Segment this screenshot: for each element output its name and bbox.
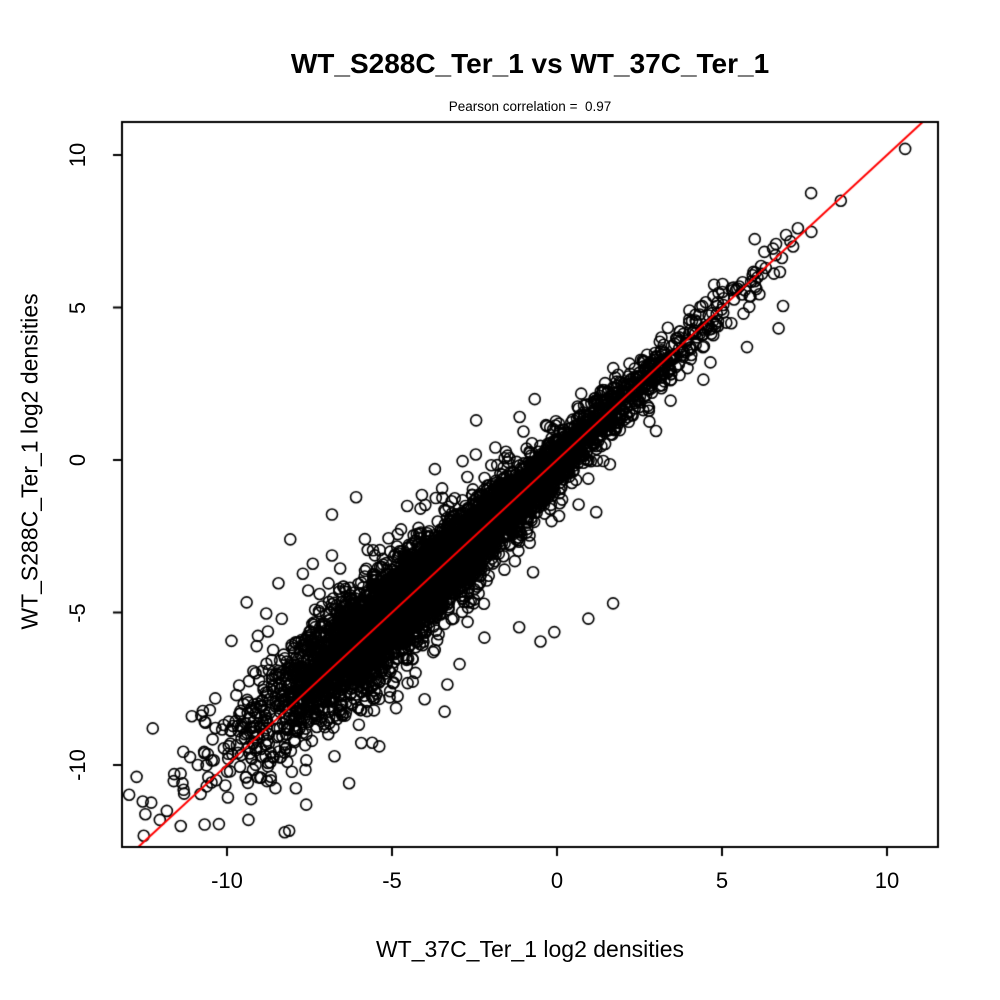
- x-axis-label: WT_37C_Ter_1 log2 densities: [375, 936, 685, 962]
- y-tick-label: -10: [65, 749, 90, 781]
- y-tick-label: 5: [65, 301, 90, 314]
- x-tick-label: 5: [715, 868, 729, 893]
- chart-title: WT_S288C_Ter_1 vs WT_37C_Ter_1: [290, 48, 770, 79]
- y-tick-label: 10: [65, 142, 90, 168]
- pearson-correlation-subtitle: Pearson correlation = 0.97: [448, 99, 612, 114]
- y-axis-label: WT_S288C_Ter_1 log2 densities: [16, 293, 43, 630]
- y-tick-label: -5: [65, 602, 90, 623]
- x-tick-label: -5: [382, 868, 402, 893]
- x-tick-label: 10: [874, 868, 900, 893]
- y-tick-label: 0: [65, 453, 90, 467]
- x-tick-label: -10: [211, 868, 243, 893]
- x-tick-label: 0: [550, 868, 564, 893]
